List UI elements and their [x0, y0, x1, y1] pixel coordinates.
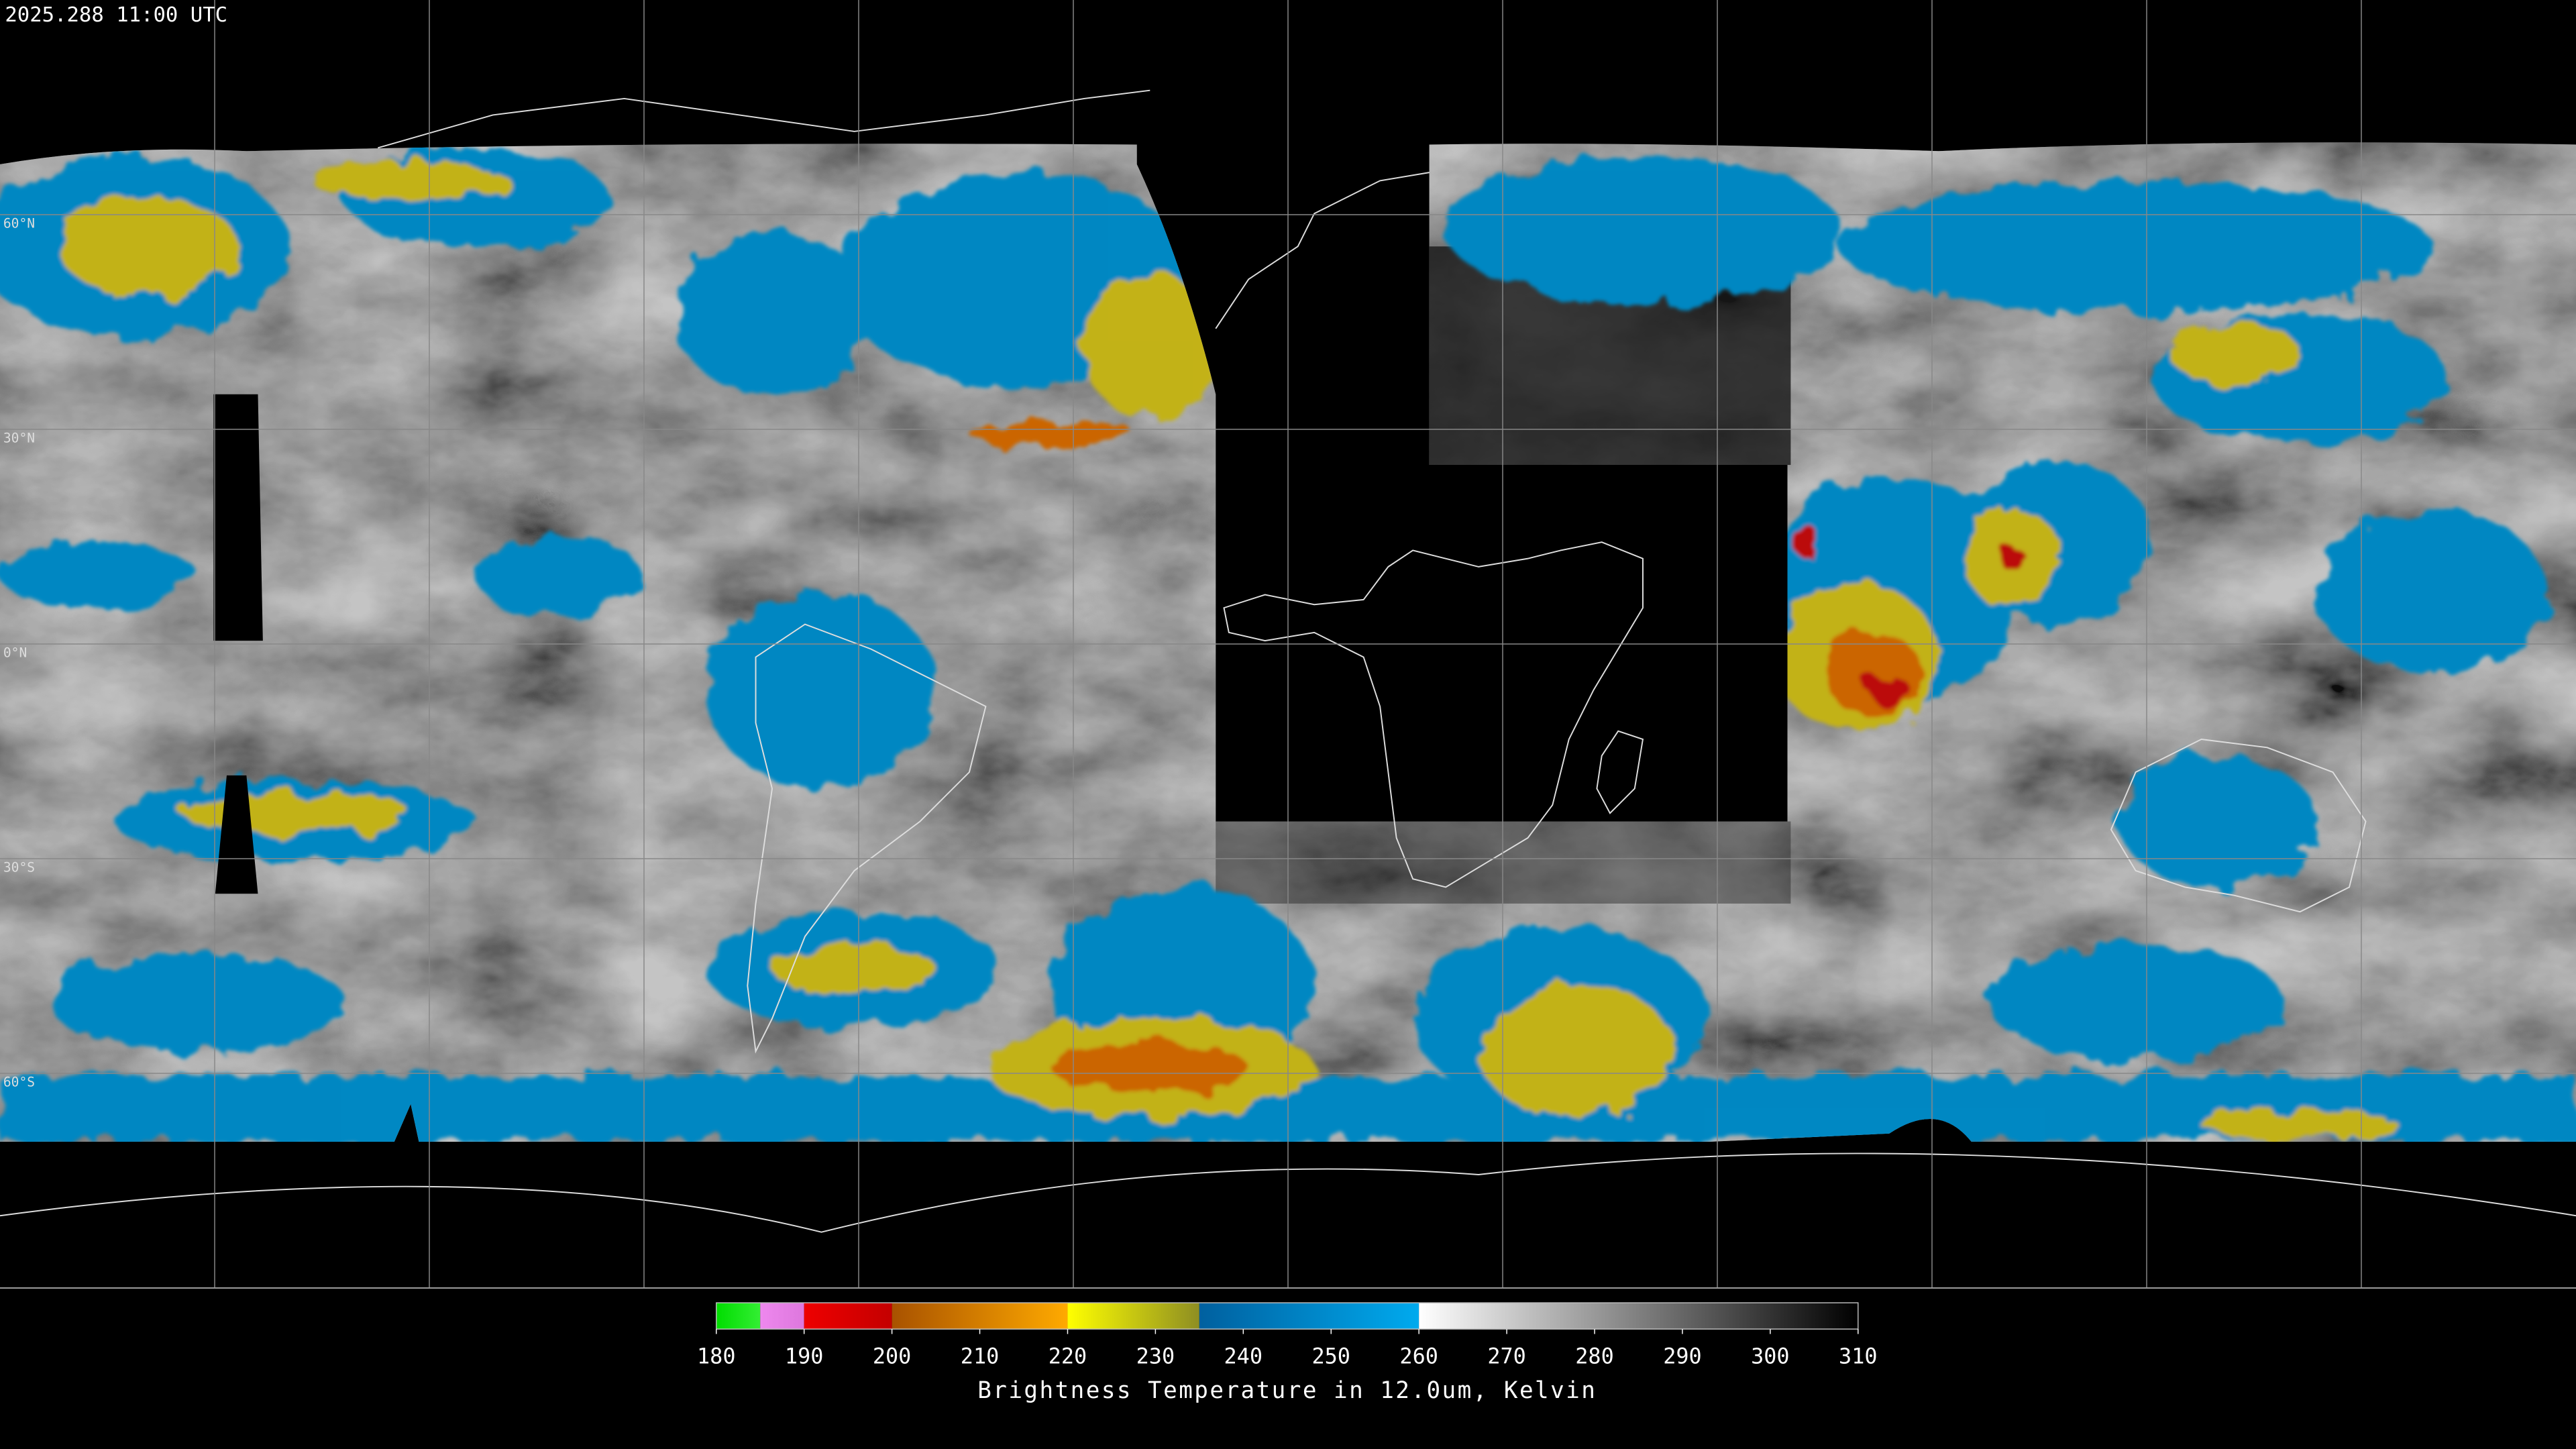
colorbar-tick-label: 260	[1399, 1344, 1438, 1369]
colorbar-segment	[760, 1303, 804, 1330]
colorbar-frame	[716, 1302, 1859, 1330]
lat-label: 60°S	[3, 1075, 35, 1090]
lat-label: 30°S	[3, 860, 35, 875]
colorbar-tick-label: 190	[785, 1344, 824, 1369]
colorbar-segment	[1419, 1303, 1858, 1330]
colorbar-tick-label: 300	[1751, 1344, 1789, 1369]
colorbar-tick-label: 240	[1224, 1344, 1263, 1369]
timestamp: 2025.288 11:00 UTC	[5, 3, 227, 27]
colorbar-segment	[892, 1303, 1068, 1330]
colorbar-tick-label: 210	[961, 1344, 1000, 1369]
colorbar-tick-label: 310	[1839, 1344, 1877, 1369]
lat-label: 60°N	[3, 216, 35, 231]
colorbar-tick-label: 230	[1136, 1344, 1175, 1369]
colorbar-tick-label: 200	[873, 1344, 912, 1369]
colorbar-tick-label: 280	[1575, 1344, 1614, 1369]
lat-label: 0°N	[3, 645, 27, 661]
lat-label: 30°N	[3, 431, 35, 446]
colorbar-label: Brightness Temperature in 12.0um, Kelvin	[977, 1377, 1597, 1404]
colorbar-tick-label: 270	[1487, 1344, 1526, 1369]
colorbar-segment	[804, 1303, 892, 1330]
colorbar-tick-label: 180	[697, 1344, 736, 1369]
missing-swath	[213, 394, 263, 894]
colorbar-tick-label: 250	[1311, 1344, 1350, 1369]
colorbar-tick-label: 290	[1663, 1344, 1702, 1369]
colorbar-segment	[1199, 1303, 1419, 1330]
graticule	[0, 0, 2576, 1289]
colorbar-segment	[1067, 1303, 1199, 1330]
colorbar-tick-label: 220	[1049, 1344, 1087, 1369]
coastlines	[0, 89, 2576, 1233]
colorbar-segment	[716, 1303, 761, 1330]
